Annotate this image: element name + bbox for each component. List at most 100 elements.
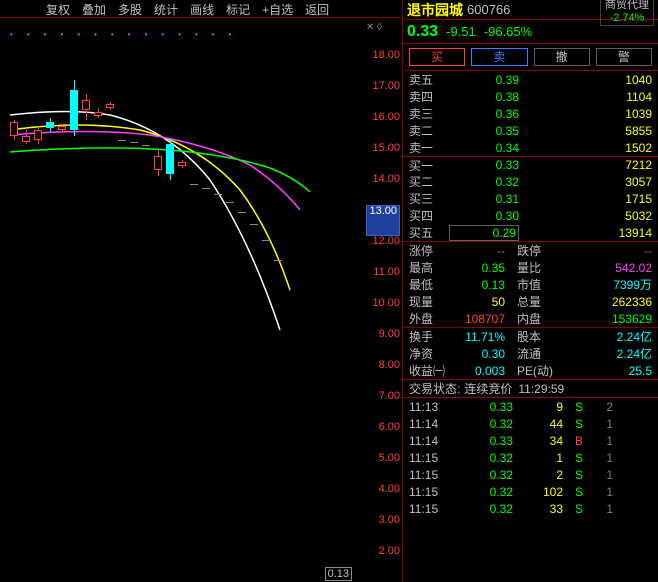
stat-value: -- [541, 244, 652, 258]
stat-label: 换手 [409, 328, 445, 345]
tick-bs: S [563, 417, 583, 431]
y-tick: 15.00 [366, 143, 400, 174]
buy-button[interactable]: 买 [409, 48, 465, 66]
stat-value: 542.02 [541, 261, 652, 275]
toolbar-item[interactable]: 多股 [112, 0, 148, 17]
orderbook-row[interactable]: 买五0.2913914 [403, 224, 658, 241]
tick-volume: 9 [513, 400, 563, 414]
dash-marker [214, 194, 222, 195]
ob-label: 卖四 [409, 88, 449, 105]
tick-volume: 1 [513, 451, 563, 465]
tick-bs: S [563, 468, 583, 482]
tick-bs: B [563, 434, 583, 448]
ob-label: 买三 [409, 190, 449, 207]
stat-label: 现量 [409, 293, 445, 310]
ob-price: 0.39 [449, 73, 519, 87]
orderbook-row[interactable]: 买四0.305032 [403, 207, 658, 224]
dash-marker [130, 142, 138, 143]
status-label: 交易状态: [409, 380, 460, 397]
toolbar-item[interactable]: 叠加 [76, 0, 112, 17]
stats-block-2: 换手11.71%股本2.24亿净资0.30流通2.24亿收益㈠0.003PE(动… [403, 328, 658, 380]
toolbar-item[interactable]: 标记 [220, 0, 256, 17]
tick-bs: S [563, 451, 583, 465]
orderbook-row[interactable]: 买一0.337212 [403, 156, 658, 173]
price-change: -9.51 [446, 24, 476, 39]
tick-price: 0.33 [453, 400, 513, 414]
orderbook-row[interactable]: 买二0.323057 [403, 173, 658, 190]
tick-volume: 33 [513, 502, 563, 516]
stat-label: 股本 [505, 328, 541, 345]
stat-row: 外盘108707内盘153629 [403, 310, 658, 327]
y-tick: 4.00 [366, 484, 400, 515]
tick-time: 11:15 [409, 485, 453, 499]
y-tick: 9.00 [366, 329, 400, 360]
y-tick: 2.00 [366, 546, 400, 577]
stat-label: 收益㈠ [409, 362, 445, 379]
stat-label: 内盘 [505, 310, 541, 327]
orderbook-row[interactable]: 卖三0.361039 [403, 105, 658, 122]
x-axis-label: 0.13 [325, 568, 352, 580]
sell-button[interactable]: 卖 [471, 48, 527, 66]
ob-volume: 5855 [519, 124, 652, 138]
action-row: 买 卖 撤 警 [403, 44, 658, 71]
y-tick: 13.00 [366, 205, 400, 236]
close-icon[interactable]: ✕ ◊ [366, 22, 382, 33]
stat-value: 108707 [445, 312, 505, 326]
alert-button[interactable]: 警 [596, 48, 652, 66]
ob-volume: 5032 [519, 209, 652, 223]
tick-price: 0.32 [453, 451, 513, 465]
y-tick: 8.00 [366, 360, 400, 391]
ob-price: 0.35 [449, 124, 519, 138]
y-tick: 7.00 [366, 391, 400, 422]
ob-volume: 1104 [519, 90, 652, 104]
stat-row: 现量50总量262336 [403, 293, 658, 310]
tick-price: 0.32 [453, 417, 513, 431]
status-time: 11:29:59 [518, 382, 564, 396]
stat-label: 涨停 [409, 242, 445, 259]
y-tick: 10.00 [366, 298, 400, 329]
stat-row: 最低0.13市值7399万 [403, 276, 658, 293]
stat-label: 最低 [409, 276, 445, 293]
y-tick: 16.00 [366, 112, 400, 143]
stat-value: 0.13 [445, 278, 505, 292]
status-row: 交易状态: 连续竞价 11:29:59 [403, 380, 658, 398]
stat-label: 市值 [505, 276, 541, 293]
cancel-button[interactable]: 撤 [534, 48, 590, 66]
toolbar-item[interactable]: 复权 [40, 0, 76, 17]
toolbar-item[interactable]: 统计 [148, 0, 184, 17]
tick-count: 2 [583, 400, 613, 414]
toolbar-item[interactable]: 画线 [184, 0, 220, 17]
orderbook-row[interactable]: 卖一0.341502 [403, 139, 658, 156]
tick-row: 11:140.3244S1 [403, 415, 658, 432]
stat-value: 0.35 [445, 261, 505, 275]
toolbar: 复权叠加多股统计画线标记+自选返回 [0, 0, 402, 18]
ob-price: 0.33 [449, 158, 519, 172]
chart-area: 复权叠加多股统计画线标记+自选返回 ✕ ◊ •••••••••••••• T 1… [0, 0, 402, 582]
ob-price: 0.34 [449, 141, 519, 155]
ob-label: 买五 [409, 224, 449, 241]
toolbar-item[interactable]: 返回 [299, 0, 335, 17]
stat-label: 总量 [505, 293, 541, 310]
orderbook-row[interactable]: 卖五0.391040 [403, 71, 658, 88]
orderbook-row[interactable]: 卖四0.381104 [403, 88, 658, 105]
orderbook-row[interactable]: 卖二0.355855 [403, 122, 658, 139]
orderbook-row[interactable]: 买三0.311715 [403, 190, 658, 207]
stat-value: 25.5 [541, 364, 652, 378]
tick-time: 11:14 [409, 434, 453, 448]
tick-volume: 102 [513, 485, 563, 499]
dash-marker [142, 145, 150, 146]
stat-label: PE(动) [505, 362, 541, 379]
toolbar-item[interactable]: +自选 [256, 0, 299, 17]
stat-value: -- [445, 244, 505, 258]
ob-price: 0.38 [449, 90, 519, 104]
tick-time: 11:15 [409, 468, 453, 482]
ob-volume: 7212 [519, 158, 652, 172]
tick-count: 1 [583, 451, 613, 465]
stat-value: 0.30 [445, 347, 505, 361]
tick-bs: S [563, 485, 583, 499]
tick-bs: S [563, 502, 583, 516]
ob-price: 0.32 [449, 175, 519, 189]
tick-count: 1 [583, 434, 613, 448]
tick-count: 1 [583, 417, 613, 431]
tick-row: 11:130.339S2 [403, 398, 658, 415]
